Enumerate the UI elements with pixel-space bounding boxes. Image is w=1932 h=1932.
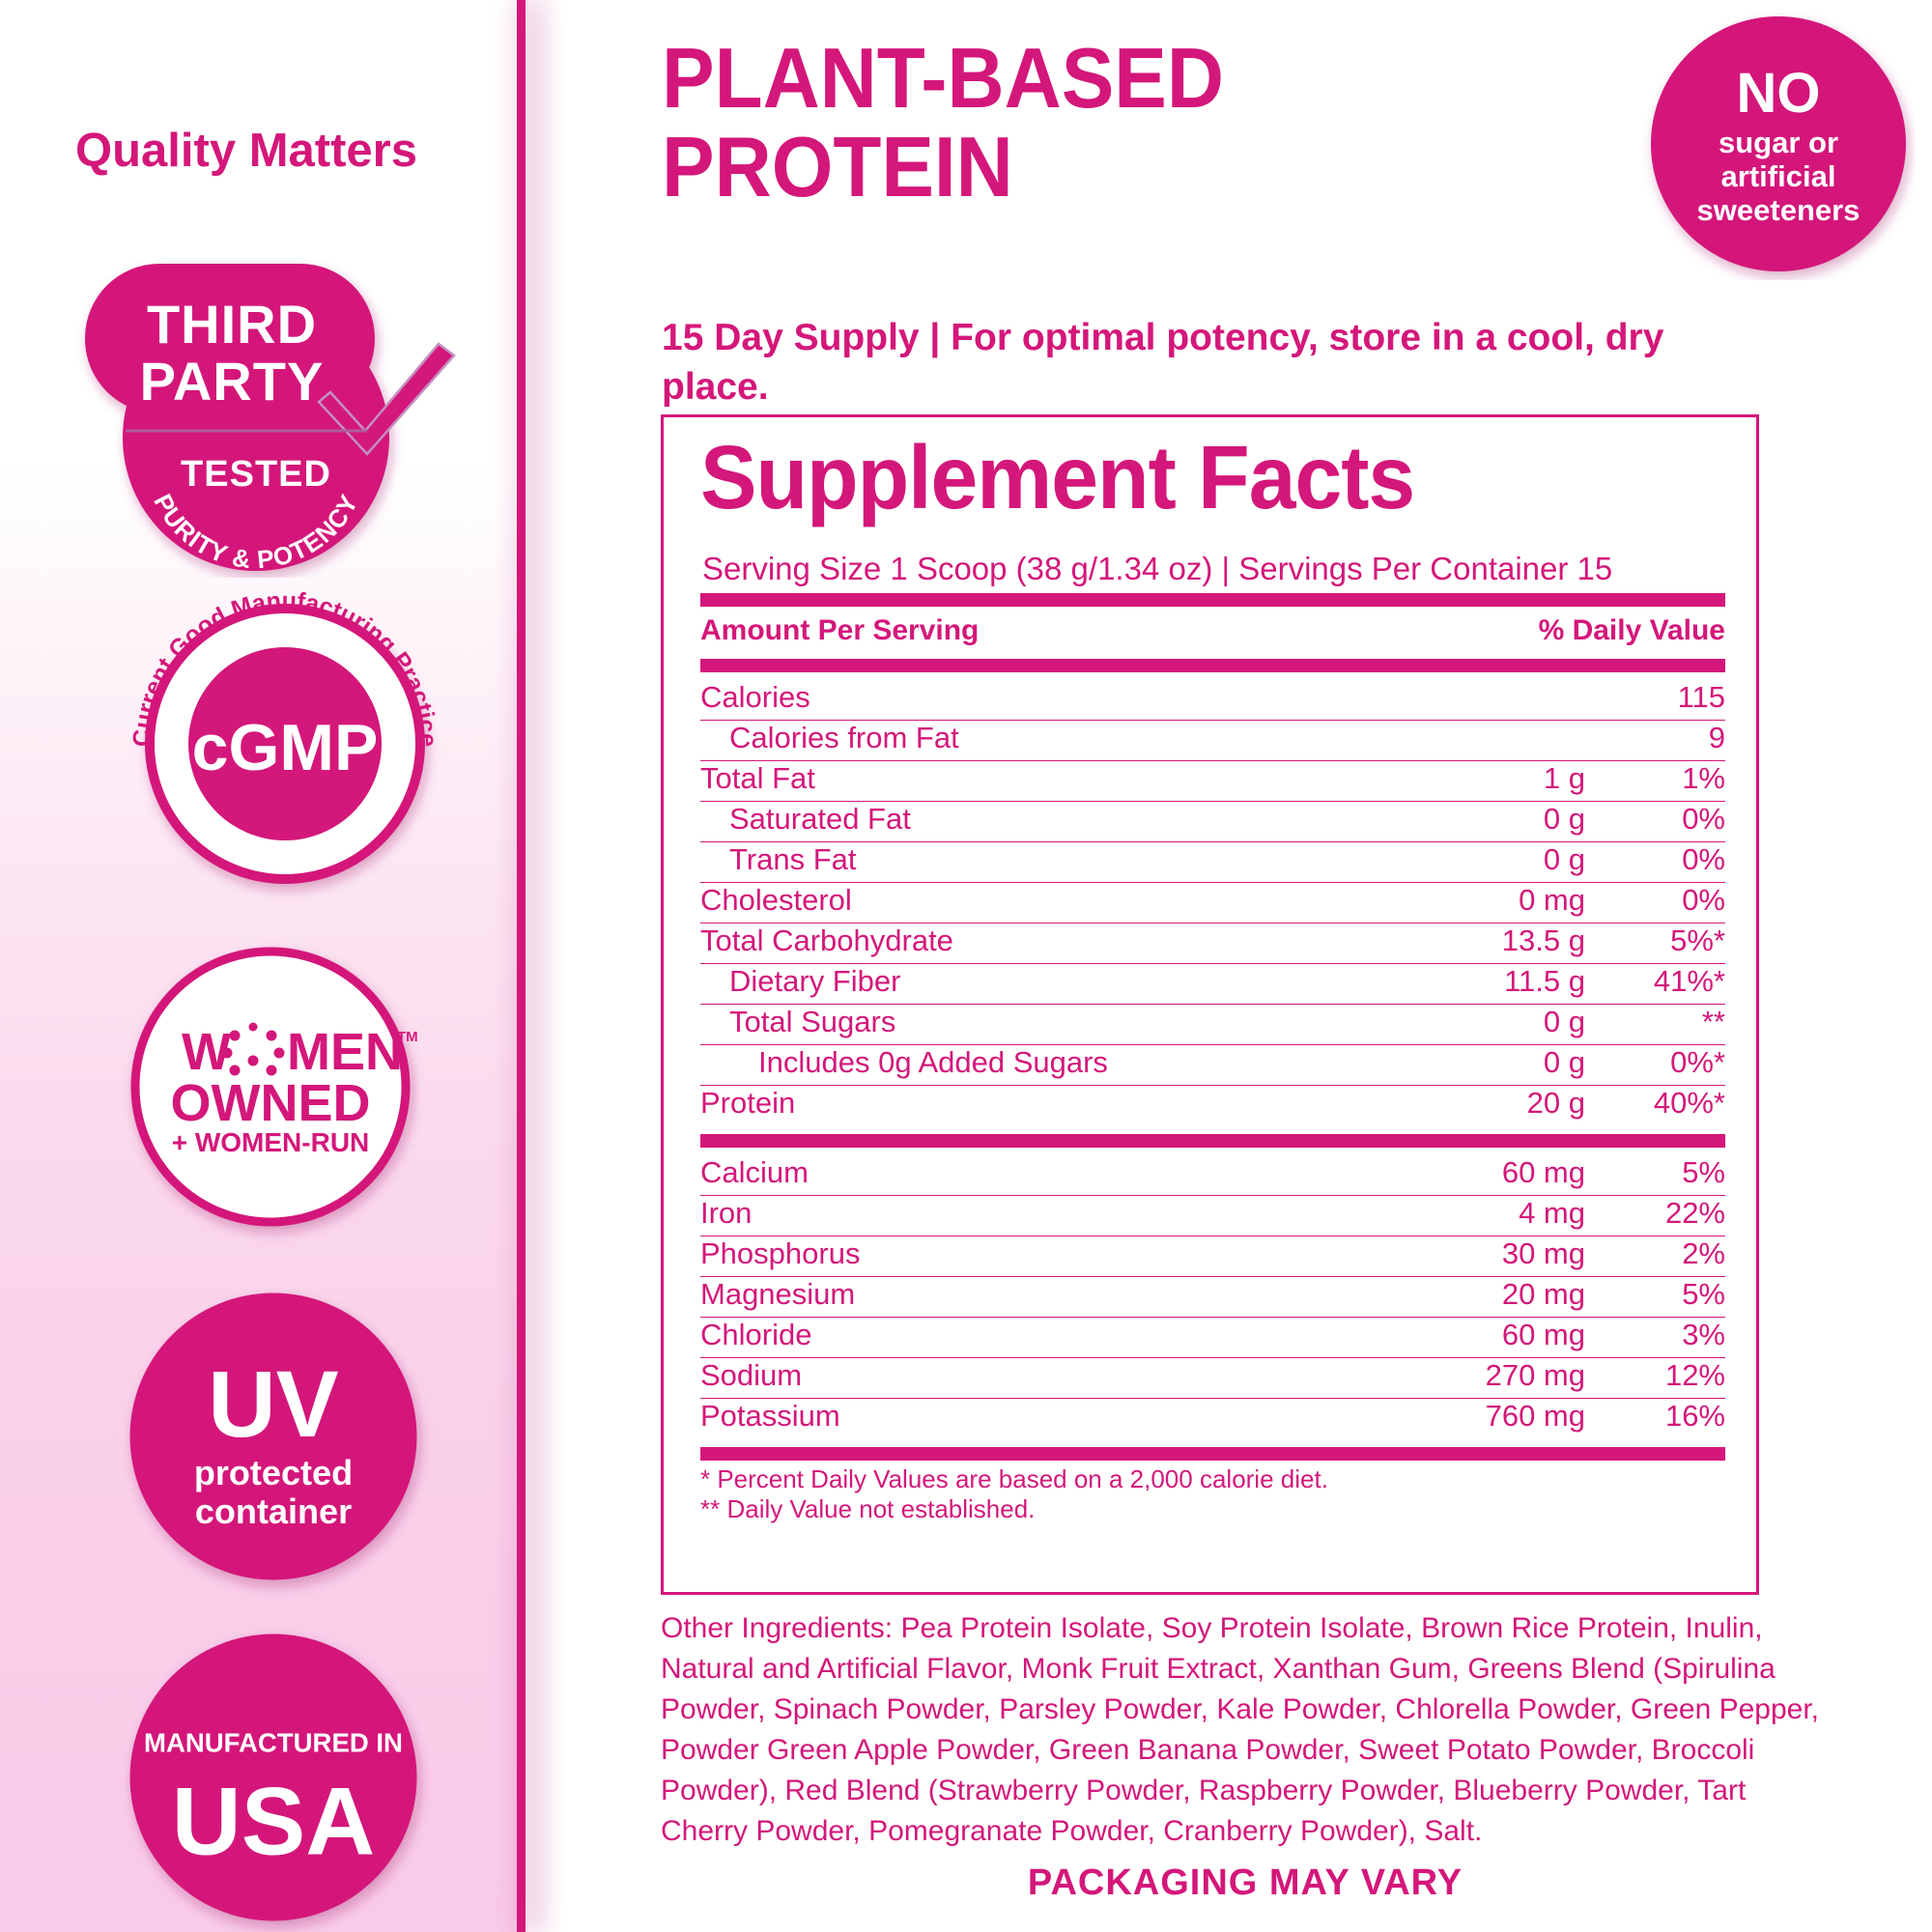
svg-text:protected: protected xyxy=(194,1453,353,1492)
svg-text:artificial: artificial xyxy=(1721,159,1836,193)
svg-text:sugar or: sugar or xyxy=(1719,126,1838,159)
svg-text:TM: TM xyxy=(397,1029,418,1045)
svg-text:THIRD: THIRD xyxy=(147,294,317,355)
svg-text:MANUFACTURED IN: MANUFACTURED IN xyxy=(144,1727,403,1757)
svg-text:sweeteners: sweeteners xyxy=(1697,193,1861,227)
svg-text:OWNED: OWNED xyxy=(171,1074,371,1132)
svg-text:NO: NO xyxy=(1737,62,1821,125)
svg-text:cGMP: cGMP xyxy=(192,711,379,784)
svg-text:TESTED: TESTED xyxy=(181,454,331,495)
svg-text:USA: USA xyxy=(172,1769,375,1876)
svg-text:container: container xyxy=(195,1492,352,1531)
svg-text:MEN: MEN xyxy=(287,1023,403,1081)
svg-text:+ WOMEN-RUN: + WOMEN-RUN xyxy=(172,1127,370,1157)
svg-text:PARTY: PARTY xyxy=(140,351,325,412)
svg-text:UV: UV xyxy=(208,1351,339,1457)
